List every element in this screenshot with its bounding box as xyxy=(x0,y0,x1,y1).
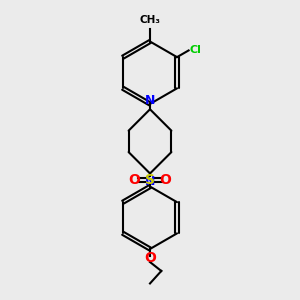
Text: O: O xyxy=(160,173,171,187)
Text: CH₃: CH₃ xyxy=(140,16,160,26)
Text: O: O xyxy=(144,251,156,266)
Text: N: N xyxy=(145,94,155,107)
Text: N: N xyxy=(145,175,155,188)
Text: Cl: Cl xyxy=(190,45,202,56)
Text: O: O xyxy=(129,173,140,187)
Text: S: S xyxy=(145,173,155,187)
